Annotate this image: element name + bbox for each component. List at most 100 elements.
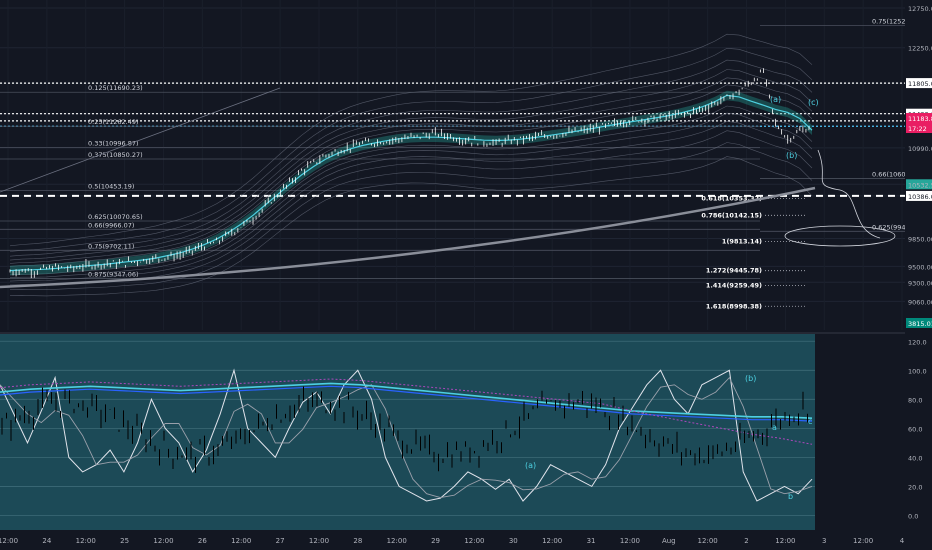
main-wave-labels: (a) (c) (b): [770, 95, 819, 160]
price-badge-label: 11183.83: [908, 115, 932, 123]
fib-levels: 0.125(11690.23) 0.25(11262.49) 0.33(10996.…: [0, 18, 923, 310]
time-tick-label: 26: [198, 537, 207, 545]
price-tick-label: 12750.00: [908, 5, 932, 13]
price-axis-highlight: [906, 179, 932, 190]
rsi-signal-line: [0, 376, 813, 499]
price-tick-label: 11805.00: [908, 80, 932, 88]
time-axis: 12:00 24 12:00 25 12:00 26 12:00 27 12:00 28 12:00…: [0, 537, 905, 545]
fib-extension-label: 1.272(9445.78): [706, 267, 762, 275]
fib-level-label: 0.375(10850.27): [88, 151, 143, 159]
time-tick-label: 12:00: [76, 537, 96, 545]
oscillator-tick-label: 60.0: [908, 425, 922, 433]
slow-average-line: [0, 382, 813, 419]
envelope-band: [9, 69, 813, 261]
oscillator-tick-label: 0.0: [908, 512, 918, 520]
time-tick-label: 28: [353, 537, 362, 545]
time-tick-label: 12:00: [853, 537, 873, 545]
price-axis-background: [905, 0, 932, 530]
trend-line: [0, 87, 281, 193]
envelope-band: [9, 77, 813, 264]
oscillator-wave-label: (b): [745, 374, 756, 383]
envelope-band: [9, 156, 813, 297]
oscillator-wave-label: a: [772, 423, 777, 432]
envelope-band: [9, 84, 813, 267]
price-tick-label: 10386.00: [908, 193, 932, 201]
time-tick-label: 29: [431, 537, 440, 545]
time-tick-label: 3: [822, 537, 826, 545]
fib-extension-label: 0.786(10142.15): [701, 211, 762, 219]
price-tick-label: 9300.00: [908, 279, 932, 287]
long-ma-curve: [0, 186, 816, 289]
fib-level-label: 0.33(10996.87): [88, 139, 139, 147]
time-tick-label: 2: [744, 537, 748, 545]
fib-extension-label: 0.618(10353.32): [701, 195, 762, 203]
fib-level-label: 0.75(12527.36): [872, 18, 923, 26]
time-tick-label: 12:00: [775, 537, 795, 545]
wave-label: (c): [808, 98, 819, 107]
fib-level-label: 0.5(10453.19): [88, 183, 134, 191]
envelope-band: [9, 112, 813, 278]
price-badge: [906, 113, 932, 123]
time-tick-label: 4: [900, 537, 905, 545]
fib-extension-label: 1.414(9259.49): [706, 282, 762, 290]
envelope-band: [9, 47, 813, 252]
time-tick-label: 12:00: [387, 537, 407, 545]
wave-label: (b): [786, 151, 797, 160]
time-tick-label: Aug: [662, 537, 676, 545]
envelope-band: [9, 59, 813, 257]
price-axis-highlight: [906, 78, 932, 89]
time-tick-label: 25: [120, 537, 129, 545]
slow-average-line-2: [0, 385, 813, 422]
target-zone-ellipse: [784, 225, 896, 247]
envelope-band: [9, 105, 813, 276]
price-badge-label: 17:22: [908, 125, 927, 133]
projection-path: [817, 149, 881, 239]
time-tick-label: 30: [509, 537, 518, 545]
oscillator-wave-label: (a): [525, 461, 536, 470]
price-badge: [906, 123, 932, 133]
oscillator-tick-label: 100.0: [908, 367, 927, 375]
rsi-line: [0, 368, 813, 502]
oscillator-pane: (a) (b) a b c: [0, 340, 815, 516]
oscillator-wave-label: c: [808, 417, 812, 426]
time-tick-label: 12:00: [309, 537, 329, 545]
wave-label: (a): [770, 95, 781, 104]
fib-level-label: 0.125(11690.23): [88, 84, 143, 92]
price-tick-label: 9500.00: [908, 263, 932, 271]
envelope-band: [9, 142, 813, 291]
fib-extension-label: 1(9813.14): [722, 237, 762, 245]
price-tick-label: 9060.00: [908, 298, 932, 306]
envelope-band: [9, 120, 813, 282]
fib-level-label: 0.25(11262.49): [88, 118, 139, 126]
oscillator-tick-label: 20.0: [908, 483, 922, 491]
price-badge: [906, 318, 932, 328]
price-tick-label: 10990.00: [908, 145, 932, 153]
price-badge-label: 3815.01: [908, 320, 932, 328]
time-tick-label: 31: [587, 537, 596, 545]
fib-level-label: 0.66(9966.07): [88, 221, 134, 229]
time-tick-label: 12:00: [542, 537, 562, 545]
time-tick-label: 12:00: [698, 537, 718, 545]
fib-extension-label: 1.618(8998.38): [706, 302, 762, 310]
time-tick-label: 12:00: [464, 537, 484, 545]
fib-level-label: 0.66(10606.21): [872, 170, 923, 178]
time-tick-label: 12:00: [153, 537, 173, 545]
price-candles: [9, 68, 810, 279]
moving-average-curve: [0, 87, 896, 289]
oscillator-tick-label: 40.0: [908, 454, 922, 462]
price-tick-label: 9850.00: [908, 236, 932, 244]
envelope-band: [9, 33, 813, 247]
price-axis: 12750.0012250.0011805.0011420.0010990.00…: [905, 0, 932, 530]
oscillator-tick-label: 80.0: [908, 396, 922, 404]
oscillator-wave-label: b: [788, 492, 793, 501]
fib-level-label: 0.875(9347.06): [88, 271, 139, 279]
time-tick-label: 12:00: [0, 537, 18, 545]
price-tick-label: 10532.51: [908, 181, 932, 189]
oscillator-shaded-zone: [0, 334, 815, 530]
oscillator-tick-label: 120.0: [908, 338, 927, 346]
time-tick-label: 12:00: [231, 537, 251, 545]
price-axis-highlight: [906, 190, 932, 201]
fib-level-label: 0.625(10070.65): [88, 213, 143, 221]
fib-level-label: 0.625(9941.35): [872, 223, 923, 231]
